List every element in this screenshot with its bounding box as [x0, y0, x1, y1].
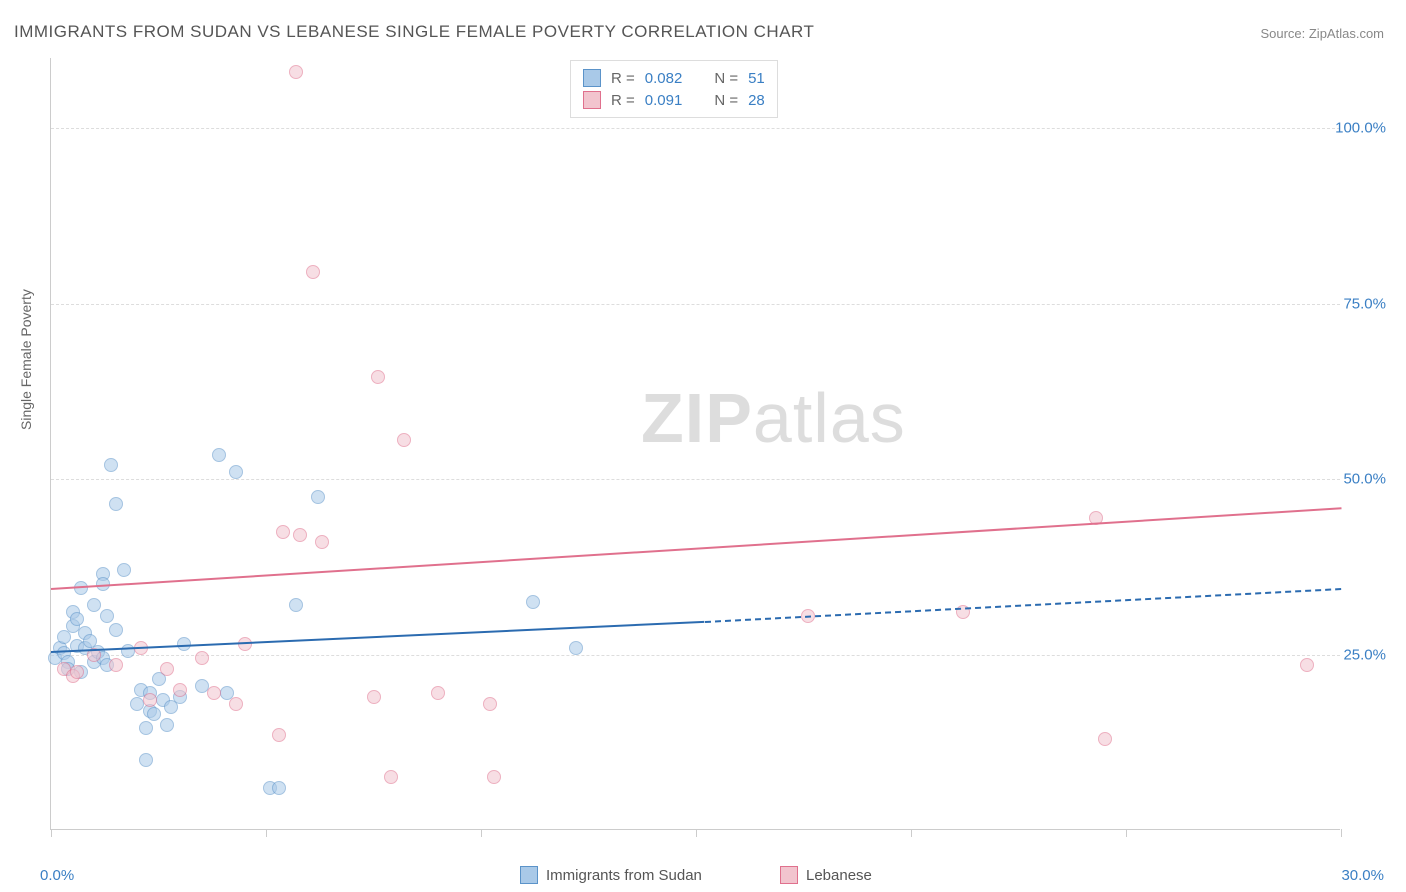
legend-swatch-sudan-icon — [520, 866, 538, 884]
data-point — [212, 448, 226, 462]
y-tick-25: 25.0% — [1343, 646, 1386, 663]
x-tick-30: 30.0% — [1341, 867, 1384, 884]
chart-title: IMMIGRANTS FROM SUDAN VS LEBANESE SINGLE… — [14, 22, 814, 42]
data-point — [289, 65, 303, 79]
gridline-h — [51, 655, 1340, 656]
data-point — [276, 525, 290, 539]
data-point — [147, 707, 161, 721]
data-point — [1300, 658, 1314, 672]
data-point — [483, 697, 497, 711]
data-point — [207, 686, 221, 700]
data-point — [160, 662, 174, 676]
data-point — [569, 641, 583, 655]
data-point — [229, 465, 243, 479]
legend-row-sudan: R = 0.082 N = 51 — [583, 67, 765, 89]
data-point — [70, 665, 84, 679]
n-value-sudan: 51 — [748, 70, 765, 87]
data-point — [143, 693, 157, 707]
y-tick-50: 50.0% — [1343, 471, 1386, 488]
data-point — [160, 718, 174, 732]
tick-mark — [1126, 829, 1127, 837]
r-label: R = — [611, 70, 635, 87]
data-point — [293, 528, 307, 542]
data-point — [139, 753, 153, 767]
data-point — [431, 686, 445, 700]
n-label: N = — [714, 92, 738, 109]
data-point — [229, 697, 243, 711]
data-point — [100, 609, 114, 623]
tick-mark — [1341, 829, 1342, 837]
data-point — [195, 679, 209, 693]
data-point — [272, 728, 286, 742]
data-point — [289, 598, 303, 612]
data-point — [87, 598, 101, 612]
data-point — [272, 781, 286, 795]
data-point — [104, 458, 118, 472]
data-point — [109, 658, 123, 672]
data-point — [195, 651, 209, 665]
y-axis-label: Single Female Poverty — [18, 289, 34, 430]
series-legend-sudan: Immigrants from Sudan — [520, 866, 702, 884]
data-point — [315, 535, 329, 549]
trend-line — [705, 588, 1341, 623]
tick-mark — [481, 829, 482, 837]
data-point — [109, 497, 123, 511]
r-value-sudan: 0.082 — [645, 70, 683, 87]
tick-mark — [51, 829, 52, 837]
gridline-h — [51, 128, 1340, 129]
series-label-lebanese: Lebanese — [806, 867, 872, 884]
r-value-lebanese: 0.091 — [645, 92, 683, 109]
watermark: ZIPatlas — [641, 378, 906, 458]
legend-row-lebanese: R = 0.091 N = 28 — [583, 89, 765, 111]
trend-line — [51, 621, 705, 653]
trend-line — [51, 507, 1341, 590]
data-point — [130, 697, 144, 711]
y-tick-75: 75.0% — [1343, 295, 1386, 312]
data-point — [70, 612, 84, 626]
data-point — [367, 690, 381, 704]
data-point — [397, 433, 411, 447]
data-point — [173, 683, 187, 697]
x-tick-0: 0.0% — [40, 867, 74, 884]
tick-mark — [911, 829, 912, 837]
plot-area: ZIPatlas — [50, 58, 1340, 830]
data-point — [311, 490, 325, 504]
y-tick-100: 100.0% — [1335, 120, 1386, 137]
data-point — [487, 770, 501, 784]
tick-mark — [696, 829, 697, 837]
data-point — [384, 770, 398, 784]
series-legend-lebanese: Lebanese — [780, 866, 872, 884]
data-point — [371, 370, 385, 384]
data-point — [121, 644, 135, 658]
gridline-h — [51, 304, 1340, 305]
data-point — [1098, 732, 1112, 746]
tick-mark — [266, 829, 267, 837]
data-point — [306, 265, 320, 279]
chart-container: ZIPatlas — [50, 58, 1340, 830]
correlation-legend: R = 0.082 N = 51 R = 0.091 N = 28 — [570, 60, 778, 118]
data-point — [109, 623, 123, 637]
n-value-lebanese: 28 — [748, 92, 765, 109]
series-label-sudan: Immigrants from Sudan — [546, 867, 702, 884]
gridline-h — [51, 479, 1340, 480]
source-attribution: Source: ZipAtlas.com — [1260, 26, 1384, 41]
data-point — [526, 595, 540, 609]
r-label: R = — [611, 92, 635, 109]
data-point — [139, 721, 153, 735]
legend-swatch-lebanese — [583, 91, 601, 109]
legend-swatch-sudan — [583, 69, 601, 87]
data-point — [117, 563, 131, 577]
legend-swatch-lebanese-icon — [780, 866, 798, 884]
n-label: N = — [714, 70, 738, 87]
